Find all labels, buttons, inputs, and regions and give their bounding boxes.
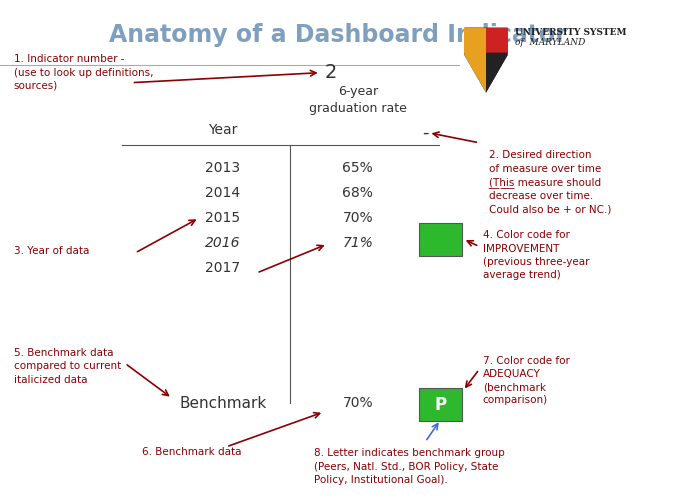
Text: 1. Indicator number -
(use to look up definitions,
sources): 1. Indicator number - (use to look up de…	[14, 55, 153, 91]
Text: 6. Benchmark data: 6. Benchmark data	[142, 447, 241, 457]
Text: 4. Color code for
IMPROVEMENT
(previous three-year
average trend): 4. Color code for IMPROVEMENT (previous …	[483, 230, 589, 280]
Text: 6-year
graduation rate: 6-year graduation rate	[308, 85, 406, 115]
Text: 8. Letter indicates benchmark group
(Peers, Natl. Std., BOR Policy, State
Policy: 8. Letter indicates benchmark group (Pee…	[314, 448, 505, 485]
Text: 7. Color code for
ADEQUACY
(benchmark
comparison): 7. Color code for ADEQUACY (benchmark co…	[483, 356, 570, 405]
Text: Year: Year	[208, 123, 238, 137]
Polygon shape	[464, 53, 486, 93]
Text: 65%: 65%	[342, 161, 373, 175]
Polygon shape	[486, 28, 508, 53]
Text: 2. Desired direction
of measure over time
(̲T̲h̲i̲s̲ measure should
decrease ove: 2. Desired direction of measure over tim…	[489, 150, 612, 214]
Text: 71%: 71%	[342, 236, 373, 250]
Text: 2016: 2016	[205, 236, 240, 250]
Text: 2013: 2013	[205, 161, 240, 175]
Text: 2: 2	[325, 63, 337, 82]
Text: 70%: 70%	[342, 396, 373, 410]
Polygon shape	[486, 53, 508, 93]
Polygon shape	[464, 28, 508, 93]
Text: Benchmark: Benchmark	[179, 396, 267, 411]
Text: 68%: 68%	[342, 186, 373, 200]
Text: -: -	[422, 124, 429, 142]
Polygon shape	[464, 28, 486, 53]
Text: 2014: 2014	[205, 186, 240, 200]
Text: Anatomy of a Dashboard Indicator: Anatomy of a Dashboard Indicator	[109, 23, 566, 47]
Text: 3. Year of data: 3. Year of data	[14, 245, 89, 256]
Text: 70%: 70%	[342, 211, 373, 225]
Text: UNIVERSITY SYSTEM: UNIVERSITY SYSTEM	[515, 28, 626, 37]
Text: 2015: 2015	[205, 211, 240, 225]
Text: P: P	[435, 396, 446, 413]
Bar	[418, 223, 462, 256]
Text: 5. Benchmark data
compared to current
italicized data: 5. Benchmark data compared to current it…	[14, 348, 121, 385]
Bar	[418, 388, 462, 421]
Text: of  MARYLAND: of MARYLAND	[515, 38, 585, 47]
Text: 2017: 2017	[205, 261, 240, 275]
